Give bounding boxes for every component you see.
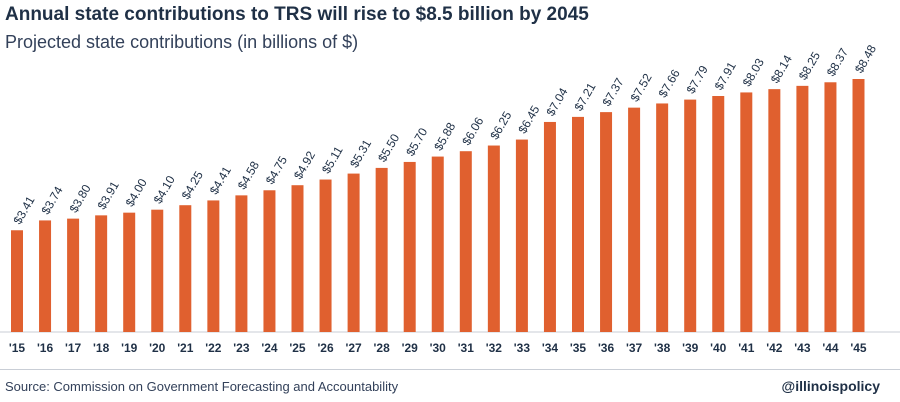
- bar: [291, 185, 304, 332]
- x-tick-label: '44: [822, 341, 839, 355]
- bar: [487, 145, 500, 332]
- data-label: $6.06: [459, 114, 486, 147]
- data-label: $3.74: [39, 184, 66, 217]
- bar: [543, 121, 556, 333]
- x-tick-label: '39: [682, 341, 699, 355]
- data-label: $8.48: [852, 42, 879, 75]
- x-tick-label: '23: [233, 341, 250, 355]
- x-tick-label: '37: [626, 341, 643, 355]
- x-tick-label: '40: [710, 341, 727, 355]
- x-tick-label: '26: [317, 341, 334, 355]
- data-label: $4.58: [235, 159, 262, 192]
- twitter-handle: @illinoispolicy: [781, 378, 880, 394]
- data-label: $6.25: [487, 109, 514, 142]
- x-tick-label: '29: [402, 341, 419, 355]
- x-tick-label: '21: [177, 341, 194, 355]
- chart-title: Annual state contributions to TRS will r…: [5, 4, 589, 25]
- data-label: $4.00: [123, 176, 150, 209]
- data-label: $8.25: [796, 49, 823, 82]
- data-label: $7.37: [600, 75, 627, 108]
- x-tick-label: '22: [205, 341, 222, 355]
- x-tick-label: '32: [486, 341, 503, 355]
- data-label: $5.88: [431, 120, 458, 153]
- bar: [179, 205, 192, 332]
- bar: [572, 116, 584, 332]
- data-label: $7.91: [712, 59, 739, 92]
- bar: [768, 89, 781, 332]
- x-tick-label: '28: [374, 341, 391, 355]
- x-tick-label: '19: [121, 341, 138, 355]
- bar: [39, 220, 52, 332]
- x-tick-label: '16: [37, 341, 54, 355]
- data-label: $4.25: [179, 168, 206, 201]
- bar: [263, 190, 276, 332]
- data-label: $8.03: [740, 56, 767, 89]
- x-tick-label: '15: [9, 341, 26, 355]
- bar: [656, 103, 669, 333]
- bar: [151, 209, 164, 332]
- footer-divider: [0, 369, 900, 370]
- x-tick-label: '38: [654, 341, 671, 355]
- data-label: $4.10: [151, 173, 178, 206]
- bar: [403, 161, 416, 332]
- data-label: $7.66: [656, 67, 683, 100]
- bar: [123, 212, 136, 332]
- bar: [67, 218, 80, 332]
- bar: [11, 230, 23, 332]
- x-tick-label: '36: [598, 341, 615, 355]
- x-tick-label: '33: [514, 341, 531, 355]
- bar: [740, 92, 753, 333]
- x-tick-label: '45: [850, 341, 867, 355]
- x-tick-label: '24: [261, 341, 278, 355]
- bar: [459, 151, 472, 332]
- data-label: $7.21: [571, 80, 598, 113]
- data-label: $4.41: [207, 164, 234, 197]
- x-tick-label: '20: [149, 341, 166, 355]
- bar: [207, 200, 220, 332]
- bar: [852, 79, 865, 332]
- x-tick-label: '41: [738, 341, 755, 355]
- bar: [824, 82, 837, 332]
- x-tick-label: '34: [542, 341, 559, 355]
- data-label: $8.37: [824, 45, 851, 78]
- source-note: Source: Commission on Government Forecas…: [5, 379, 399, 394]
- data-label: $7.79: [684, 63, 711, 96]
- x-tick-label: '18: [93, 341, 110, 355]
- x-tick-label: '31: [458, 341, 475, 355]
- x-tick-label: '43: [794, 341, 811, 355]
- x-tick-label: '35: [570, 341, 587, 355]
- data-label: $3.80: [67, 182, 94, 215]
- x-tick-label: '30: [430, 341, 447, 355]
- bar: [712, 96, 725, 332]
- data-label: $3.91: [95, 179, 122, 212]
- data-label: $3.41: [10, 193, 37, 226]
- bar: [796, 85, 809, 332]
- bar: [431, 156, 444, 332]
- data-label: $4.75: [263, 153, 290, 186]
- data-label: $8.14: [768, 52, 795, 85]
- bar: [600, 112, 613, 333]
- bar: [628, 107, 641, 332]
- data-label: $5.50: [375, 131, 402, 164]
- bar: [684, 99, 697, 332]
- bar: [375, 167, 388, 332]
- data-label: $5.70: [403, 125, 430, 158]
- x-tick-label: '27: [345, 341, 362, 355]
- bar: [95, 215, 108, 332]
- bar: [347, 173, 360, 332]
- data-label: $5.11: [319, 144, 346, 177]
- x-tick-label: '17: [65, 341, 82, 355]
- chart-subtitle: Projected state contributions (in billio…: [5, 32, 359, 52]
- data-label: $5.31: [347, 137, 374, 170]
- x-tick-label: '42: [766, 341, 783, 355]
- bar: [319, 179, 332, 332]
- bar: [235, 195, 248, 332]
- data-label: $4.92: [291, 148, 318, 181]
- bar-chart: $3.41 '15 $3.74 '16 $3.80 '17 $3.91 '18 $4.00 '19…: [0, 42, 900, 355]
- data-label: $7.52: [628, 71, 655, 104]
- x-tick-label: '25: [289, 341, 306, 355]
- bar: [515, 139, 528, 332]
- data-label: $7.04: [543, 85, 570, 118]
- data-label: $6.45: [515, 103, 542, 136]
